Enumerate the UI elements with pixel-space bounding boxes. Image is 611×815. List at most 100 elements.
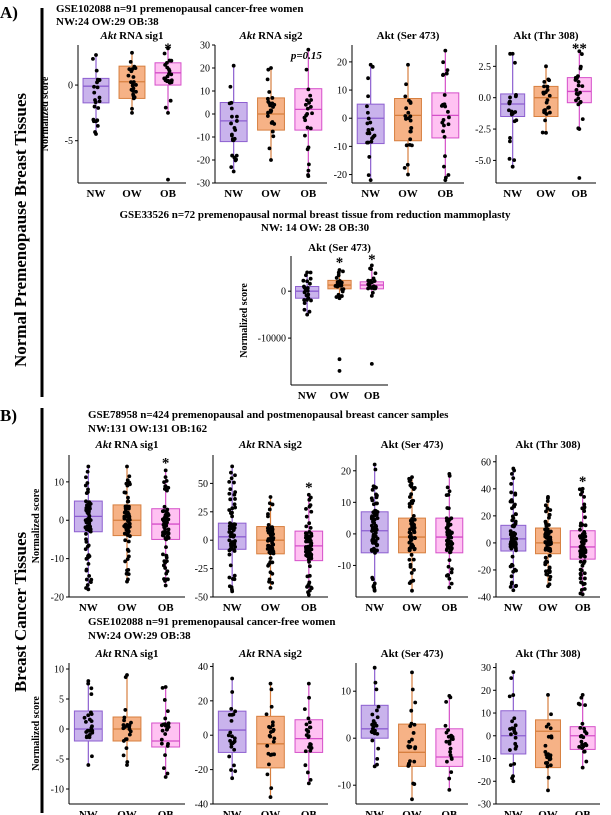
data-point-OW xyxy=(134,89,138,94)
data-point-NW xyxy=(85,481,90,485)
data-point-NW xyxy=(507,101,512,106)
data-point-OW xyxy=(411,731,416,735)
data-point-NW xyxy=(373,728,377,733)
data-point-OB xyxy=(305,546,310,551)
chart-title-italic: Akt xyxy=(95,439,113,451)
chart-title-text: RNA sig2 xyxy=(255,439,303,451)
y-tick-label: 30 xyxy=(481,663,491,674)
data-point-OW xyxy=(123,514,128,519)
data-point-OW xyxy=(127,474,132,479)
data-point-NW xyxy=(375,501,379,506)
data-point-NW xyxy=(370,549,374,553)
data-point-NW xyxy=(227,101,232,106)
data-point-OW xyxy=(128,729,133,734)
data-point-OW xyxy=(268,551,273,556)
data-point-OW xyxy=(409,708,414,713)
data-point-NW xyxy=(228,563,233,568)
data-point-NW xyxy=(368,178,373,183)
data-point-OW xyxy=(268,495,273,499)
data-point-OB xyxy=(368,278,373,283)
data-point-OB xyxy=(578,534,582,539)
data-point-OW xyxy=(268,725,273,730)
data-point-OB xyxy=(579,52,584,56)
data-point-OB xyxy=(445,506,450,510)
data-point-NW xyxy=(368,120,373,125)
data-point-OW xyxy=(270,129,275,134)
data-point-OB xyxy=(580,692,585,697)
data-point-NW xyxy=(372,665,377,670)
y-tick-label: 40 xyxy=(198,662,208,673)
chart-title: Akt RNA sig1 xyxy=(95,648,159,660)
data-point-OW xyxy=(269,704,274,709)
data-point-NW xyxy=(507,156,512,161)
data-point-NW xyxy=(232,747,237,752)
data-point-OW xyxy=(334,295,339,299)
y-tick-label: 0 xyxy=(486,731,491,742)
data-point-NW xyxy=(375,756,380,761)
data-point-OB xyxy=(578,567,583,572)
data-point-NW xyxy=(305,270,310,275)
significance-annotation: * xyxy=(164,41,172,57)
data-point-OW xyxy=(268,681,273,686)
data-point-OW xyxy=(407,739,412,744)
data-point-OB xyxy=(163,527,168,532)
data-point-OW xyxy=(339,280,344,285)
data-point-OB xyxy=(302,707,307,711)
group-subheader-1: NW:24 OW:29 OB:38 xyxy=(56,16,159,28)
data-point-OW xyxy=(409,484,414,489)
y-tick-label: 10 xyxy=(337,86,347,97)
data-point-OW xyxy=(333,284,338,288)
data-point-OW xyxy=(412,517,417,522)
data-point-OW xyxy=(546,548,551,553)
x-tick-label: OB xyxy=(575,809,592,815)
data-point-OW xyxy=(408,565,413,569)
data-point-NW xyxy=(302,285,307,290)
data-point-NW xyxy=(87,733,92,737)
data-point-OW xyxy=(545,88,550,92)
data-point-NW xyxy=(372,133,377,138)
data-point-NW xyxy=(230,712,234,717)
data-point-NW xyxy=(371,584,376,589)
data-point-NW xyxy=(514,583,519,588)
data-point-OB xyxy=(162,766,166,771)
data-point-OB xyxy=(579,588,584,592)
data-point-OB xyxy=(580,721,585,726)
y-tick-label: -10 xyxy=(334,142,347,153)
data-point-OW xyxy=(547,565,552,570)
data-point-NW xyxy=(373,721,377,726)
data-point-NW xyxy=(308,281,312,286)
box-OW xyxy=(398,723,426,767)
y-tick-label: 60 xyxy=(481,457,491,468)
data-point-OB xyxy=(577,744,582,749)
data-point-OB xyxy=(580,765,585,770)
data-point-NW xyxy=(513,741,518,746)
data-point-OB xyxy=(447,558,452,563)
data-point-NW xyxy=(230,464,235,469)
data-point-NW xyxy=(84,720,88,724)
data-point-OW xyxy=(403,114,408,118)
data-point-OW xyxy=(269,121,274,125)
data-point-NW xyxy=(227,552,232,557)
data-point-OW xyxy=(411,781,416,786)
box-chart-10: Akt RNA sig1 10 5 0 -5 -10 Normalized score NW O… xyxy=(31,648,185,815)
data-point-OW xyxy=(412,722,417,727)
data-point-OW xyxy=(269,530,274,535)
data-point-NW xyxy=(92,104,97,109)
data-point-OW xyxy=(410,520,415,525)
data-point-NW xyxy=(367,155,372,159)
data-point-OB xyxy=(165,709,170,713)
data-point-OW xyxy=(548,574,553,579)
data-point-NW xyxy=(366,173,371,178)
data-point-NW xyxy=(95,80,99,85)
data-point-NW xyxy=(512,726,516,731)
data-point-OB xyxy=(305,147,310,152)
y-tick-label: -20 xyxy=(195,765,208,776)
y-tick-label: -5 xyxy=(56,755,64,766)
data-point-NW xyxy=(234,153,239,158)
data-point-OB xyxy=(303,749,308,754)
chart-title-text: Akt (Ser 473) xyxy=(381,439,444,451)
data-point-OB xyxy=(165,65,170,70)
data-point-OW xyxy=(409,544,414,549)
data-point-NW xyxy=(89,692,94,696)
data-point-OB xyxy=(447,489,452,494)
